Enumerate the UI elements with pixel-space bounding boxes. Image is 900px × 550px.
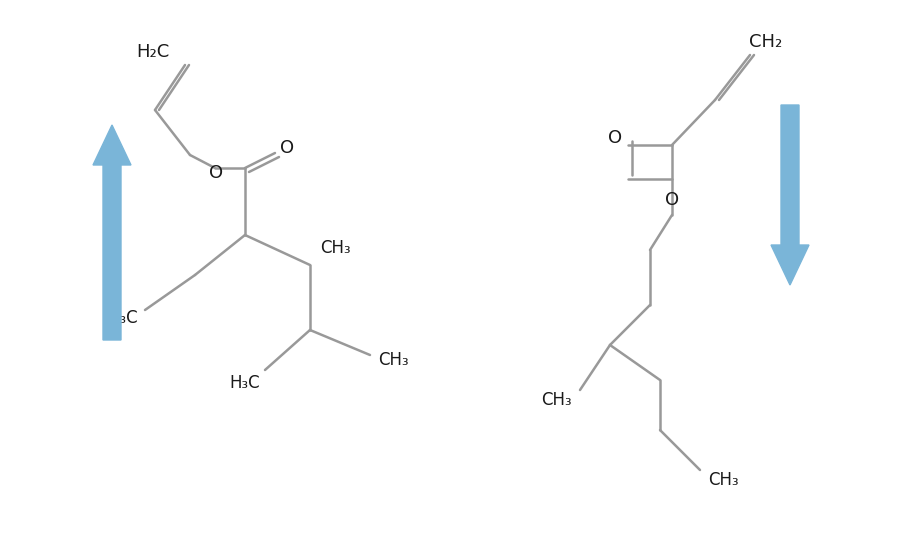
Text: CH₃: CH₃: [542, 391, 572, 409]
Text: O: O: [608, 129, 622, 147]
Text: O: O: [280, 139, 294, 157]
FancyArrow shape: [771, 105, 809, 285]
Text: CH₃: CH₃: [378, 351, 409, 369]
Text: H₂C: H₂C: [137, 43, 170, 61]
Text: H₃C: H₃C: [230, 374, 260, 392]
FancyArrow shape: [93, 125, 131, 340]
Text: O: O: [665, 191, 680, 209]
Text: CH₃: CH₃: [708, 471, 739, 489]
Text: CH₂: CH₂: [750, 33, 783, 51]
Text: CH₃: CH₃: [320, 239, 351, 257]
Text: O: O: [209, 164, 223, 182]
Text: H₃C: H₃C: [107, 309, 138, 327]
